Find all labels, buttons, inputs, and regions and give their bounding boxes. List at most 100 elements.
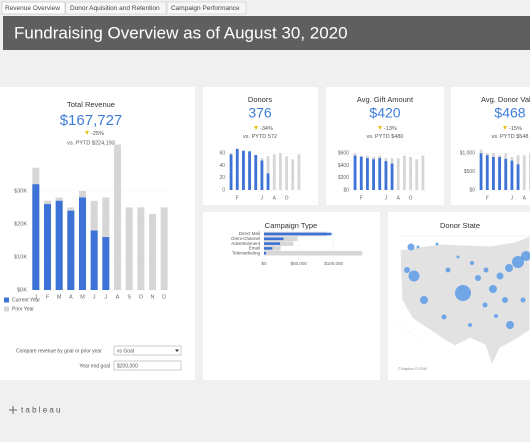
bar: [372, 159, 375, 190]
legend-label: Current Year: [12, 297, 40, 303]
bar: [279, 153, 282, 190]
legend-label: Prior Year: [12, 306, 34, 312]
tab-label[interactable]: Revenue Overview: [5, 5, 60, 12]
tab[interactable]: [65, 1, 167, 15]
x-tick-label: A: [397, 195, 401, 201]
map-attribution: © Mapbox © OSM: [398, 367, 427, 371]
y-tick-label: $600: [338, 150, 349, 156]
bar: [421, 155, 425, 190]
bar: [353, 155, 357, 190]
bar: [114, 144, 121, 290]
y-tick-label: $400: [338, 163, 349, 169]
kpi-change: -15%: [509, 126, 522, 132]
bar: [479, 153, 483, 190]
text-input[interactable]: [113, 360, 182, 371]
x-tick-label: S: [127, 294, 131, 300]
bar: [264, 242, 281, 245]
bar: [264, 247, 273, 250]
y-tick-label: $30K: [14, 188, 27, 194]
bar: [266, 156, 270, 190]
control-label: Compare revenue by goal or prior year: [16, 348, 102, 354]
x-tick-label: O: [409, 195, 413, 201]
y-tick-label: $200: [338, 175, 349, 181]
bar: [516, 164, 520, 190]
kpi-title: Avg. Donor Value: [481, 95, 530, 104]
x-tick-label: D: [162, 294, 166, 300]
x-tick-label: A: [523, 195, 527, 201]
bar: [378, 158, 382, 190]
bar: [291, 159, 295, 190]
header-title: Fundraising Overview as of August 30, 20…: [14, 23, 348, 42]
legend-swatch: [4, 306, 9, 312]
x-tick-label: F: [486, 195, 489, 201]
bar: [396, 158, 400, 190]
y-tick-label: $1,000: [460, 151, 476, 157]
x-tick-label: $100,000: [324, 261, 343, 266]
bar: [254, 154, 258, 190]
bar: [125, 207, 133, 290]
y-tick-label: 40: [219, 163, 225, 169]
x-tick-label: O: [285, 195, 289, 201]
down-arrow: [378, 126, 382, 130]
tab[interactable]: [166, 1, 247, 15]
bar: [359, 156, 363, 190]
x-tick-label: N: [151, 294, 155, 300]
bar: [366, 158, 369, 190]
x-tick-label: J: [385, 195, 388, 201]
bar: [409, 156, 412, 190]
bar: [384, 161, 388, 190]
dropdown[interactable]: [113, 345, 182, 356]
kpi-comparison: vs. PYTD $224,193: [67, 140, 115, 146]
y-tick-label: Advertisement: [231, 241, 261, 246]
y-tick-label: 0: [222, 187, 225, 193]
bar: [504, 158, 508, 190]
kpi-change: -34%: [260, 126, 273, 132]
x-tick-label: J: [93, 294, 96, 300]
y-tick-label: $0: [469, 187, 475, 193]
x-tick-label: A: [273, 195, 277, 201]
x-tick-label: F: [360, 195, 363, 201]
bar: [522, 155, 526, 190]
x-tick-label: A: [116, 294, 120, 300]
x-tick-label: O: [139, 294, 144, 300]
down-arrow: [85, 131, 89, 135]
bar: [32, 184, 40, 290]
x-tick-label: $0: [261, 261, 267, 266]
bar: [403, 155, 406, 190]
bar: [266, 173, 270, 190]
bar: [510, 160, 514, 190]
x-tick-label: M: [80, 294, 85, 300]
bar: [264, 237, 284, 241]
header-bar: [3, 16, 530, 50]
dropdown-caret[interactable]: [175, 349, 179, 353]
map-points: [404, 242, 530, 329]
tab-label[interactable]: Donor Aquisition and Retention: [70, 5, 160, 12]
brand-name: tableau: [21, 406, 63, 415]
down-arrow: [254, 126, 258, 130]
dropdown-value[interactable]: vs Goal: [117, 348, 134, 354]
x-tick-label: M: [57, 294, 62, 300]
y-tick-label: $10K: [14, 254, 27, 260]
bar: [498, 157, 501, 190]
y-tick-label: $500: [464, 169, 475, 175]
input-value[interactable]: $200,000: [117, 363, 138, 369]
legend-swatch: [4, 297, 9, 303]
bar: [55, 200, 63, 290]
y-tick-label: Email: [249, 246, 260, 251]
bar: [149, 214, 156, 290]
kpi-comparison: vs. PYTD $480: [367, 134, 404, 140]
tab-label[interactable]: Campaign Performance: [171, 5, 240, 12]
y-tick-label: Direct Mail: [239, 231, 260, 236]
x-tick-label: J: [511, 195, 514, 201]
tab-active[interactable]: [1, 1, 66, 15]
kpi-value: 376: [248, 105, 272, 121]
bar: [160, 207, 168, 290]
y-tick-label: 60: [219, 150, 225, 156]
kpi-title: Donors: [248, 95, 272, 104]
x-tick-label: J: [104, 294, 107, 300]
kpi-title: Total Revenue: [67, 100, 115, 109]
bar: [260, 160, 264, 190]
bar: [264, 250, 363, 256]
bar: [297, 154, 301, 190]
